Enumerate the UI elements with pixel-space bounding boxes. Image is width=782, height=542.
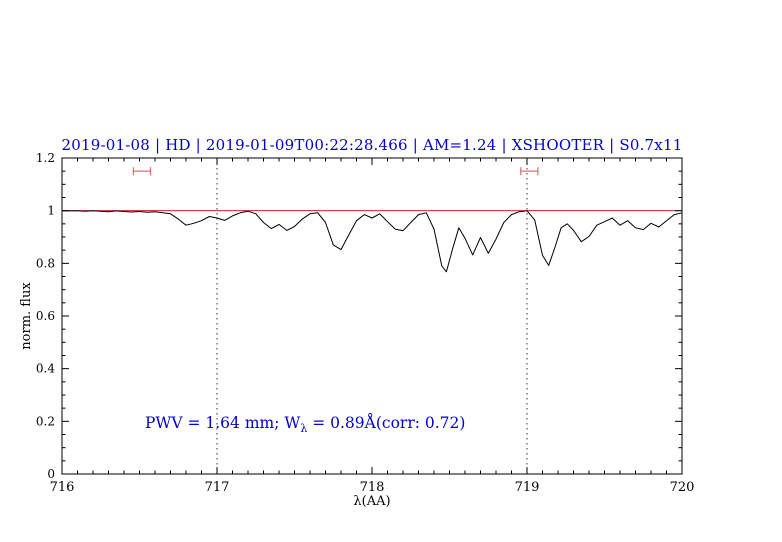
y-tick-label: 0 (47, 467, 55, 481)
plot-title: 2019-01-08 | HD | 2019-01-09T00:22:28.46… (61, 136, 683, 154)
y-tick-label: 1 (47, 204, 55, 218)
y-tick-label: 1.2 (36, 151, 55, 165)
x-tick-label: 716 (50, 480, 75, 495)
y-tick-label: 0.2 (36, 414, 55, 428)
y-tick-label: 0.4 (36, 362, 55, 376)
x-tick-label: 719 (515, 480, 540, 495)
pwv-lambda-subscript: λ (300, 422, 308, 436)
x-tick-label: 718 (360, 480, 385, 495)
pwv-text-prefix: PWV = 1.64 mm; W (145, 414, 301, 432)
y-tick-label: 0.6 (36, 309, 55, 323)
y-axis-label: norm. flux (19, 282, 34, 350)
x-tick-label: 720 (670, 480, 695, 495)
pwv-text-suffix: = 0.89Å(corr: 0.72) (307, 414, 466, 432)
pwv-annotation: PWV = 1.64 mm; Wλ = 0.89Å(corr: 0.72) (145, 414, 465, 435)
spectrum-line (61, 210, 683, 273)
x-tick-label: 717 (205, 480, 230, 495)
y-tick-label: 0.8 (36, 256, 55, 270)
x-axis-label: λ(AA) (353, 494, 391, 509)
